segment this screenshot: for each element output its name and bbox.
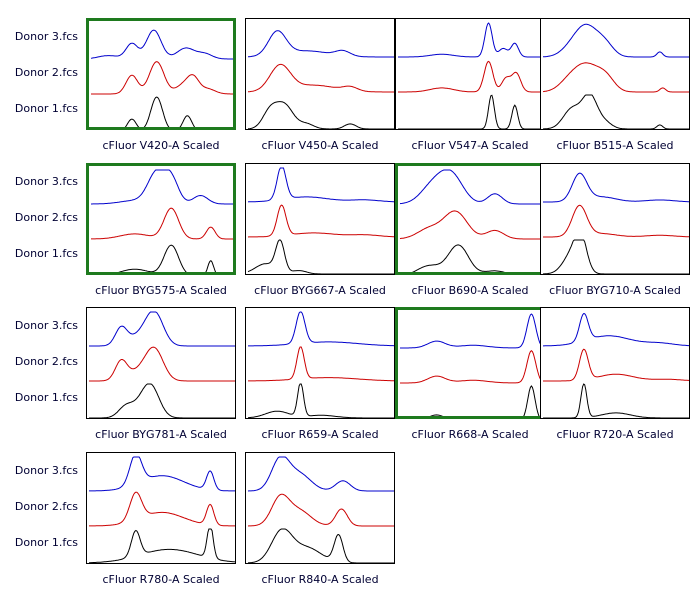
histogram-panel[interactable]: [86, 307, 236, 419]
row-label-donor-1: Donor 1.fcs: [14, 391, 78, 404]
histogram-panel[interactable]: [245, 18, 395, 130]
panel-title: cFluor V547-A Scaled: [411, 139, 529, 152]
panel-title: cFluor V420-A Scaled: [102, 139, 220, 152]
histogram-plot: [247, 167, 394, 274]
histogram-panel[interactable]: [86, 452, 236, 564]
histogram-plot: [543, 172, 689, 274]
series-line-donor-2-fcs: [247, 493, 394, 527]
series-line-donor-1-fcs: [543, 239, 689, 274]
series-line-donor-1-fcs: [89, 383, 235, 418]
series-line-donor-1-fcs: [247, 383, 394, 418]
histogram-panel[interactable]: [540, 307, 690, 419]
series-line-donor-3-fcs: [247, 167, 394, 203]
series-line-donor-3-fcs: [248, 30, 394, 58]
row-label-donor-3: Donor 3.fcs: [14, 464, 78, 477]
histogram-panel[interactable]: [395, 163, 545, 275]
series-line-donor-1-fcs: [247, 239, 394, 274]
histogram-plot: [247, 456, 394, 563]
panel-title: cFluor BYG575-A Scaled: [95, 284, 227, 297]
series-line-donor-2-fcs: [248, 63, 394, 93]
histogram-plot: [90, 29, 233, 127]
histogram-panel[interactable]: [540, 163, 690, 275]
series-line-donor-3-fcs: [89, 456, 235, 492]
series-line-donor-2-fcs: [542, 62, 689, 93]
histogram-panel[interactable]: [540, 18, 690, 130]
series-line-donor-2-fcs: [91, 61, 233, 95]
series-line-donor-2-fcs: [91, 207, 233, 240]
series-line-donor-2-fcs: [247, 204, 394, 238]
histogram-plot: [399, 169, 542, 272]
series-line-donor-3-fcs: [543, 172, 689, 203]
series-line-donor-3-fcs: [248, 311, 394, 347]
row-label-donor-1: Donor 1.fcs: [14, 247, 78, 260]
series-line-donor-2-fcs: [89, 491, 235, 527]
histogram-panel[interactable]: [245, 163, 395, 275]
panel-title: cFluor BYG667-A Scaled: [254, 284, 386, 297]
series-line-donor-3-fcs: [247, 456, 394, 492]
row-label-donor-3: Donor 3.fcs: [14, 30, 78, 43]
histogram-panel[interactable]: [86, 18, 236, 130]
row-label-donor-2: Donor 2.fcs: [14, 66, 78, 79]
histogram-plot: [400, 313, 542, 416]
series-line-donor-2-fcs: [543, 204, 689, 238]
panel-title: cFluor B515-A Scaled: [556, 139, 674, 152]
histogram-plot: [542, 23, 689, 129]
row-label-donor-2: Donor 2.fcs: [14, 355, 78, 368]
row-label-donor-2: Donor 2.fcs: [14, 500, 78, 513]
series-line-donor-2-fcs: [89, 346, 235, 382]
histogram-panel[interactable]: [395, 18, 545, 130]
series-line-donor-1-fcs: [411, 244, 506, 272]
series-line-donor-2-fcs: [399, 210, 542, 240]
histogram-plot: [89, 311, 235, 418]
series-line-donor-3-fcs: [543, 23, 689, 58]
histogram-panel[interactable]: [395, 307, 545, 419]
series-line-donor-1-fcs: [430, 385, 540, 416]
histogram-plot: [91, 169, 233, 272]
series-line-donor-3-fcs: [90, 29, 233, 60]
series-line-donor-1-fcs: [247, 528, 394, 563]
series-line-donor-3-fcs: [398, 22, 544, 58]
histogram-plot: [247, 311, 394, 418]
row-label-donor-1: Donor 1.fcs: [14, 102, 78, 115]
panel-title: cFluor B690-A Scaled: [411, 284, 529, 297]
panel-title: cFluor R668-A Scaled: [411, 428, 529, 441]
panel-title: cFluor R840-A Scaled: [261, 573, 379, 586]
series-line-donor-1-fcs: [89, 528, 235, 563]
series-line-donor-2-fcs: [248, 346, 394, 382]
panel-title: cFluor V450-A Scaled: [261, 139, 379, 152]
histogram-panel[interactable]: [245, 452, 395, 564]
series-line-donor-1-fcs: [398, 94, 544, 129]
panel-title: cFluor R659-A Scaled: [261, 428, 379, 441]
panel-title: cFluor R780-A Scaled: [102, 573, 220, 586]
series-line-donor-3-fcs: [399, 169, 542, 205]
series-line-donor-3-fcs: [543, 312, 689, 347]
series-line-donor-2-fcs: [543, 348, 689, 382]
series-line-donor-1-fcs: [247, 101, 394, 129]
panel-title: cFluor BYG781-A Scaled: [95, 428, 227, 441]
histogram-plot: [247, 30, 394, 129]
series-line-donor-1-fcs: [543, 383, 689, 418]
series-line-donor-1-fcs: [543, 94, 689, 129]
histogram-plot: [398, 22, 544, 129]
row-label-donor-2: Donor 2.fcs: [14, 211, 78, 224]
row-label-donor-3: Donor 3.fcs: [14, 319, 78, 332]
panel-title: cFluor BYG710-A Scaled: [549, 284, 681, 297]
row-label-donor-1: Donor 1.fcs: [14, 536, 78, 549]
histogram-plot: [89, 456, 235, 563]
series-line-donor-2-fcs: [400, 350, 542, 384]
series-line-donor-1-fcs: [118, 244, 217, 272]
series-line-donor-1-fcs: [124, 96, 196, 127]
series-line-donor-3-fcs: [91, 169, 233, 205]
histogram-plot: [543, 312, 689, 418]
histogram-panel[interactable]: [86, 163, 236, 275]
series-line-donor-2-fcs: [398, 60, 544, 93]
series-line-donor-3-fcs: [400, 313, 542, 349]
histogram-panel[interactable]: [245, 307, 395, 419]
row-label-donor-3: Donor 3.fcs: [14, 175, 78, 188]
series-line-donor-3-fcs: [89, 311, 235, 347]
panel-title: cFluor R720-A Scaled: [556, 428, 674, 441]
